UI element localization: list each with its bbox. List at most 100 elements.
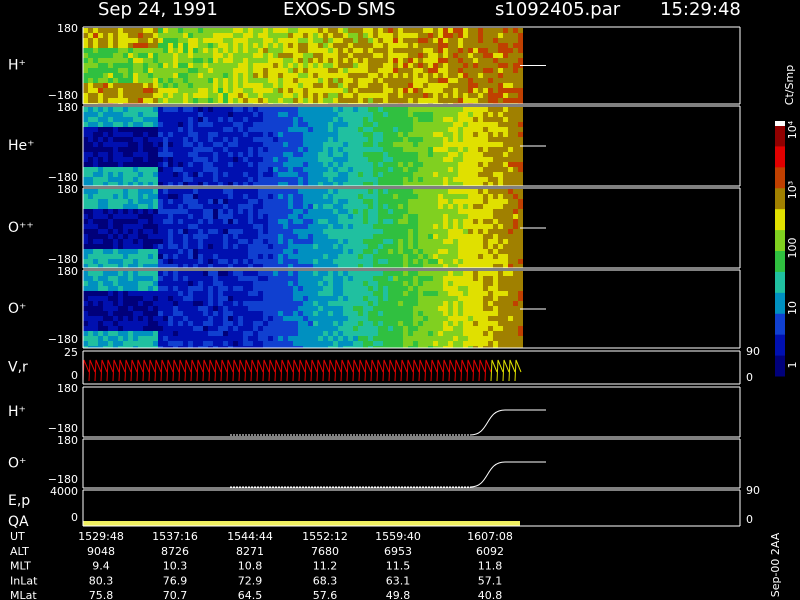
spectrogram-cell [283,254,288,259]
spectrogram-cell [208,58,213,63]
spectrogram-cell [183,107,188,112]
spectrogram-cell [433,63,438,68]
spectrogram-cell [203,88,208,93]
spectrogram-cell [233,286,238,291]
spectrogram-cell [398,157,403,162]
spectrogram-cell [428,58,433,63]
spectrogram-cell [103,182,108,186]
spectrogram-cell [453,147,458,152]
spectrogram-cell [163,316,168,321]
spectrogram-cell [228,234,233,239]
spectrogram-cell [123,58,128,63]
spectrogram-cell [453,259,458,264]
spectrogram-cell [83,93,88,98]
spectrogram-cell [158,194,163,199]
spectrogram-cell [213,194,218,199]
spectrogram-cell [433,244,438,249]
spectrogram-cell [368,259,373,264]
spectrogram-cell [328,147,333,152]
spectrogram-cell [168,276,173,281]
spectrogram-cell [448,98,453,103]
spectrogram-cell [93,229,98,234]
spectrogram-cell [338,132,343,137]
spectrogram-cell [393,189,398,194]
spectrogram-cell [458,73,463,78]
spectrogram-cell [193,98,198,103]
spectrogram-cell [333,219,338,224]
spectrogram-cell [98,88,103,93]
spectrogram-cell [228,316,233,321]
spectrogram-cell [213,63,218,68]
spectrogram-cell [248,83,253,88]
spectrogram-cell [148,321,153,326]
spectrogram-cell [418,98,423,103]
spectrogram-cell [483,182,488,186]
spectrogram-cell [413,254,418,259]
spectrogram-cell [328,112,333,117]
spectrogram-cell [373,162,378,167]
spectrogram-cell [483,58,488,63]
spectrogram-cell [478,182,483,186]
spectrogram-cell [248,182,253,186]
spectrogram-cell [358,254,363,259]
spectrogram-cell [273,48,278,53]
spectrogram-cell [518,132,523,137]
spectrogram-cell [388,224,393,229]
spectrogram-cell [423,162,428,167]
spectrogram-cell [188,239,193,244]
spectrogram-cell [188,83,193,88]
spectrogram-cell [243,152,248,157]
spectrogram-cell [343,63,348,68]
spectrogram-cell [83,321,88,326]
spectrogram-cell [323,33,328,38]
spectrogram-cell [423,152,428,157]
spectrogram-cell [473,63,478,68]
spectrogram-cell [218,189,223,194]
spectrogram-cell [323,167,328,172]
spectrogram-cell [373,28,378,33]
spectrogram-cell [128,264,133,268]
spectrogram-cell [468,194,473,199]
spectrogram-cell [218,321,223,326]
spectrogram-cell [503,214,508,219]
spectrogram-cell [458,264,463,268]
spectrogram-cell [238,98,243,103]
spectrogram-cell [288,172,293,177]
spectrogram-cell [243,234,248,239]
spectrogram-cell [373,214,378,219]
spectrogram-cell [303,276,308,281]
spectrogram-cell [198,112,203,117]
spectrogram-cell [308,167,313,172]
spectrogram-cell [248,162,253,167]
spectrogram-cell [278,229,283,234]
spectrogram-cell [113,152,118,157]
spectrogram-cell [118,127,123,132]
spectrogram-cell [263,172,268,177]
spectrogram-cell [308,88,313,93]
spectrogram-cell [248,93,253,98]
spectrogram-cell [453,132,458,137]
spectrogram-cell [508,137,513,142]
spectrogram-cell [478,177,483,182]
spectrogram-cell [318,281,323,286]
spectrogram-cell [478,132,483,137]
spectrogram-cell [353,88,358,93]
spectrogram-cell [278,142,283,147]
spectrogram-cell [243,162,248,167]
spectrogram-cell [363,137,368,142]
spectrogram-cell [358,204,363,209]
spectrogram-cell [83,311,88,316]
spectrogram-cell [158,291,163,296]
spectrogram-cell [203,229,208,234]
spectrogram-cell [418,172,423,177]
spectrogram-cell [343,117,348,122]
spectrogram-cell [163,98,168,103]
spectrogram-cell [413,172,418,177]
spectrogram-cell [453,234,458,239]
spectrogram-cell [163,189,168,194]
spectrogram-cell [228,291,233,296]
spectrogram-cell [243,73,248,78]
spectrogram-cell [283,63,288,68]
spectrogram-cell [438,254,443,259]
spectrogram-cell [323,177,328,182]
